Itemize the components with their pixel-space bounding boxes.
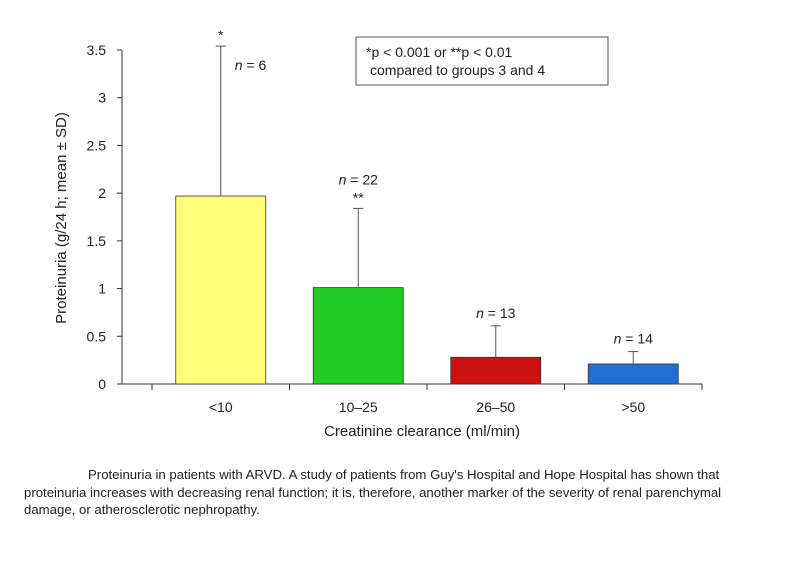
- y-axis: 0 0.5 1 1.5 2 2.5 3 3.5: [87, 42, 123, 392]
- legend-line-2: compared to groups 3 and 4: [370, 62, 545, 78]
- y-tick-label: 1: [98, 281, 106, 297]
- y-tick-label: 0.5: [87, 328, 107, 344]
- significance-marker: *: [218, 27, 224, 43]
- significance-legend: *p < 0.001 or **p < 0.01 compared to gro…: [355, 36, 609, 86]
- y-tick-label: 3.5: [87, 42, 107, 58]
- y-tick-label: 1.5: [87, 233, 107, 249]
- n-label: n = 22: [339, 171, 379, 187]
- y-tick-label: 2.5: [87, 137, 107, 153]
- legend-line-1: *p < 0.001 or **p < 0.01: [366, 44, 513, 60]
- x-axis-title: Creatinine clearance (ml/min): [324, 423, 520, 440]
- n-label: n = 6: [235, 57, 267, 73]
- bar-chart: 0 0.5 1 1.5 2 2.5 3 3.5 <10 * n = 6 10–25 ** n = 22 2…: [53, 27, 703, 440]
- y-tick-label: 3: [98, 90, 106, 106]
- y-tick-label: 2: [98, 185, 106, 201]
- bar-labels: <10 * n = 6 10–25 ** n = 22 26–50 n = 13 >50 n = …: [209, 27, 653, 415]
- bar: [587, 363, 679, 385]
- n-label: n = 13: [476, 305, 516, 321]
- x-axis: [122, 383, 703, 390]
- caption-text: Proteinuria in patients with ARVD. A stu…: [24, 467, 722, 517]
- y-axis-title: Proteinuria (g/24 h; mean ± SD): [53, 112, 70, 324]
- bar: [312, 287, 404, 385]
- error-bars: [215, 45, 639, 364]
- bar: [175, 195, 267, 385]
- significance-marker: **: [353, 189, 364, 205]
- bar: [450, 356, 542, 385]
- x-tick-label: 10–25: [339, 399, 378, 415]
- x-tick-label: <10: [209, 399, 233, 415]
- x-tick-label: >50: [621, 399, 645, 415]
- n-label: n = 14: [614, 331, 654, 347]
- y-tick-label: 0: [98, 376, 106, 392]
- legend-box: [355, 36, 609, 86]
- x-tick-label: 26–50: [476, 399, 515, 415]
- figure-caption: Proteinuria in patients with ARVD. A stu…: [24, 466, 764, 519]
- bars: [175, 195, 679, 385]
